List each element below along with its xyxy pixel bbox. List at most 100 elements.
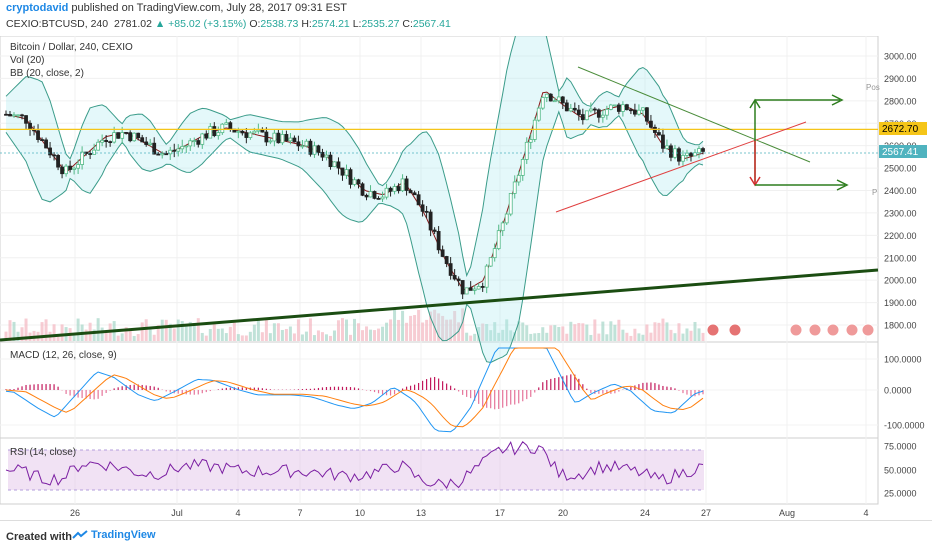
candle-body bbox=[192, 140, 197, 142]
candle-body bbox=[348, 169, 353, 185]
rsi-indicator-label: RSI (14, close) bbox=[10, 447, 76, 458]
chart-svg[interactable]: Bitcoin / Dollar, 240, CEXIO Vol (20) BB… bbox=[0, 20, 932, 520]
candle-body bbox=[372, 191, 377, 199]
candle-body bbox=[332, 161, 337, 168]
candle-body bbox=[240, 130, 245, 134]
volume-bar bbox=[425, 319, 429, 341]
volume-bar bbox=[521, 322, 525, 341]
candle-body bbox=[144, 141, 149, 145]
volume-bar bbox=[4, 331, 8, 341]
volume-bar bbox=[393, 308, 397, 341]
volume-bar bbox=[685, 328, 689, 341]
candle-body bbox=[693, 152, 697, 157]
candle-body bbox=[212, 126, 217, 137]
candle-body bbox=[480, 286, 485, 288]
volume-bar bbox=[477, 327, 481, 341]
price-change: ▲ +85.02 (+3.15%) bbox=[154, 18, 247, 30]
candle-body bbox=[356, 179, 361, 185]
candle-body bbox=[48, 147, 52, 156]
price-tick-label: 2900.00 bbox=[884, 74, 917, 84]
candle-body bbox=[612, 104, 617, 107]
tradingview-link[interactable]: TradingView bbox=[72, 529, 156, 541]
volume-bar bbox=[180, 321, 184, 341]
macd-axis[interactable]: 100.0000 0.0000 -100.0000 bbox=[884, 355, 925, 431]
candle-body bbox=[404, 178, 409, 191]
candle-body bbox=[685, 152, 689, 156]
volume-bar bbox=[236, 334, 240, 341]
volume-bar bbox=[505, 319, 509, 341]
candle-body bbox=[584, 110, 589, 121]
candle-body bbox=[320, 151, 325, 158]
volume-indicator-label: Vol (20) bbox=[10, 55, 44, 66]
time-axis[interactable]: 26 Jul 4 7 10 13 17 20 24 27 Aug 4 bbox=[70, 508, 869, 518]
event-flag-icon[interactable] bbox=[861, 323, 875, 337]
candle-body bbox=[312, 145, 317, 155]
candle-body bbox=[560, 96, 565, 104]
volume-bar bbox=[413, 315, 417, 341]
volume-bar bbox=[569, 321, 573, 341]
event-flag-icon[interactable] bbox=[728, 323, 742, 337]
candle-body bbox=[224, 122, 229, 125]
event-flag-icon[interactable] bbox=[789, 323, 803, 337]
candle-body bbox=[148, 142, 153, 145]
price-tick-label: 2200.00 bbox=[884, 231, 917, 241]
candle-body bbox=[380, 196, 385, 200]
candle-body bbox=[344, 169, 349, 176]
volume-bar bbox=[361, 330, 365, 341]
ascending-support-trendline[interactable] bbox=[555, 121, 807, 213]
volume-bar bbox=[256, 318, 260, 341]
volume-bar bbox=[409, 315, 413, 341]
candle-body bbox=[128, 132, 133, 142]
rsi-pane[interactable] bbox=[0, 437, 879, 505]
event-flag-icon[interactable] bbox=[845, 323, 859, 337]
author-link[interactable]: cryptodavid bbox=[6, 2, 69, 14]
candle-body bbox=[136, 132, 141, 139]
rsi-axis[interactable]: 75.0000 50.0000 25.0000 bbox=[884, 442, 917, 499]
candle-body bbox=[424, 210, 429, 213]
event-flag-icon[interactable] bbox=[706, 323, 720, 337]
candle-body bbox=[460, 280, 465, 295]
volume-bar bbox=[445, 319, 449, 341]
candle-body bbox=[637, 109, 641, 115]
volume-bar bbox=[272, 323, 276, 341]
volume-bar bbox=[537, 333, 541, 341]
volume-bar bbox=[304, 331, 308, 341]
volume-bar bbox=[104, 331, 108, 341]
rsi-band-fill bbox=[8, 450, 704, 490]
long-term-support-trendline[interactable] bbox=[0, 268, 879, 342]
price-pane[interactable] bbox=[0, 35, 879, 343]
volume-bar bbox=[473, 333, 477, 341]
volume-bar bbox=[136, 334, 140, 341]
price-axis[interactable]: 3000.002900.002800.002700.002600.002500.… bbox=[884, 52, 917, 331]
candle-body bbox=[104, 139, 109, 143]
time-tick-label: Jul bbox=[171, 508, 183, 518]
volume-bar bbox=[597, 333, 601, 341]
chart-area[interactable]: Bitcoin / Dollar, 240, CEXIO Vol (20) BB… bbox=[0, 20, 932, 520]
time-tick-label: 4 bbox=[863, 508, 868, 518]
candle-body bbox=[296, 141, 301, 147]
time-tick-label: Aug bbox=[779, 508, 795, 518]
descending-resistance-trendline[interactable] bbox=[577, 66, 811, 163]
candle-body bbox=[328, 154, 333, 168]
close-label: C: bbox=[402, 18, 413, 30]
volume-bar bbox=[228, 326, 232, 341]
volume-bar bbox=[641, 334, 645, 341]
event-markers[interactable] bbox=[706, 323, 875, 337]
volume-bar bbox=[493, 322, 497, 341]
volume-bar bbox=[497, 332, 501, 341]
volume-bar bbox=[320, 332, 324, 341]
volume-bar bbox=[12, 321, 16, 341]
volume-bar bbox=[605, 334, 609, 341]
candle-body bbox=[292, 137, 297, 143]
candle-body bbox=[12, 114, 16, 117]
volume-bar bbox=[116, 335, 120, 341]
candle-body bbox=[592, 108, 597, 111]
event-flag-icon[interactable] bbox=[826, 323, 840, 337]
candle-body bbox=[548, 93, 553, 102]
candle-body bbox=[544, 93, 549, 98]
volume-bar bbox=[324, 334, 328, 341]
volume-bar bbox=[312, 335, 316, 341]
event-flag-icon[interactable] bbox=[808, 323, 822, 337]
candle-body bbox=[64, 165, 68, 175]
candle-body bbox=[440, 249, 445, 257]
